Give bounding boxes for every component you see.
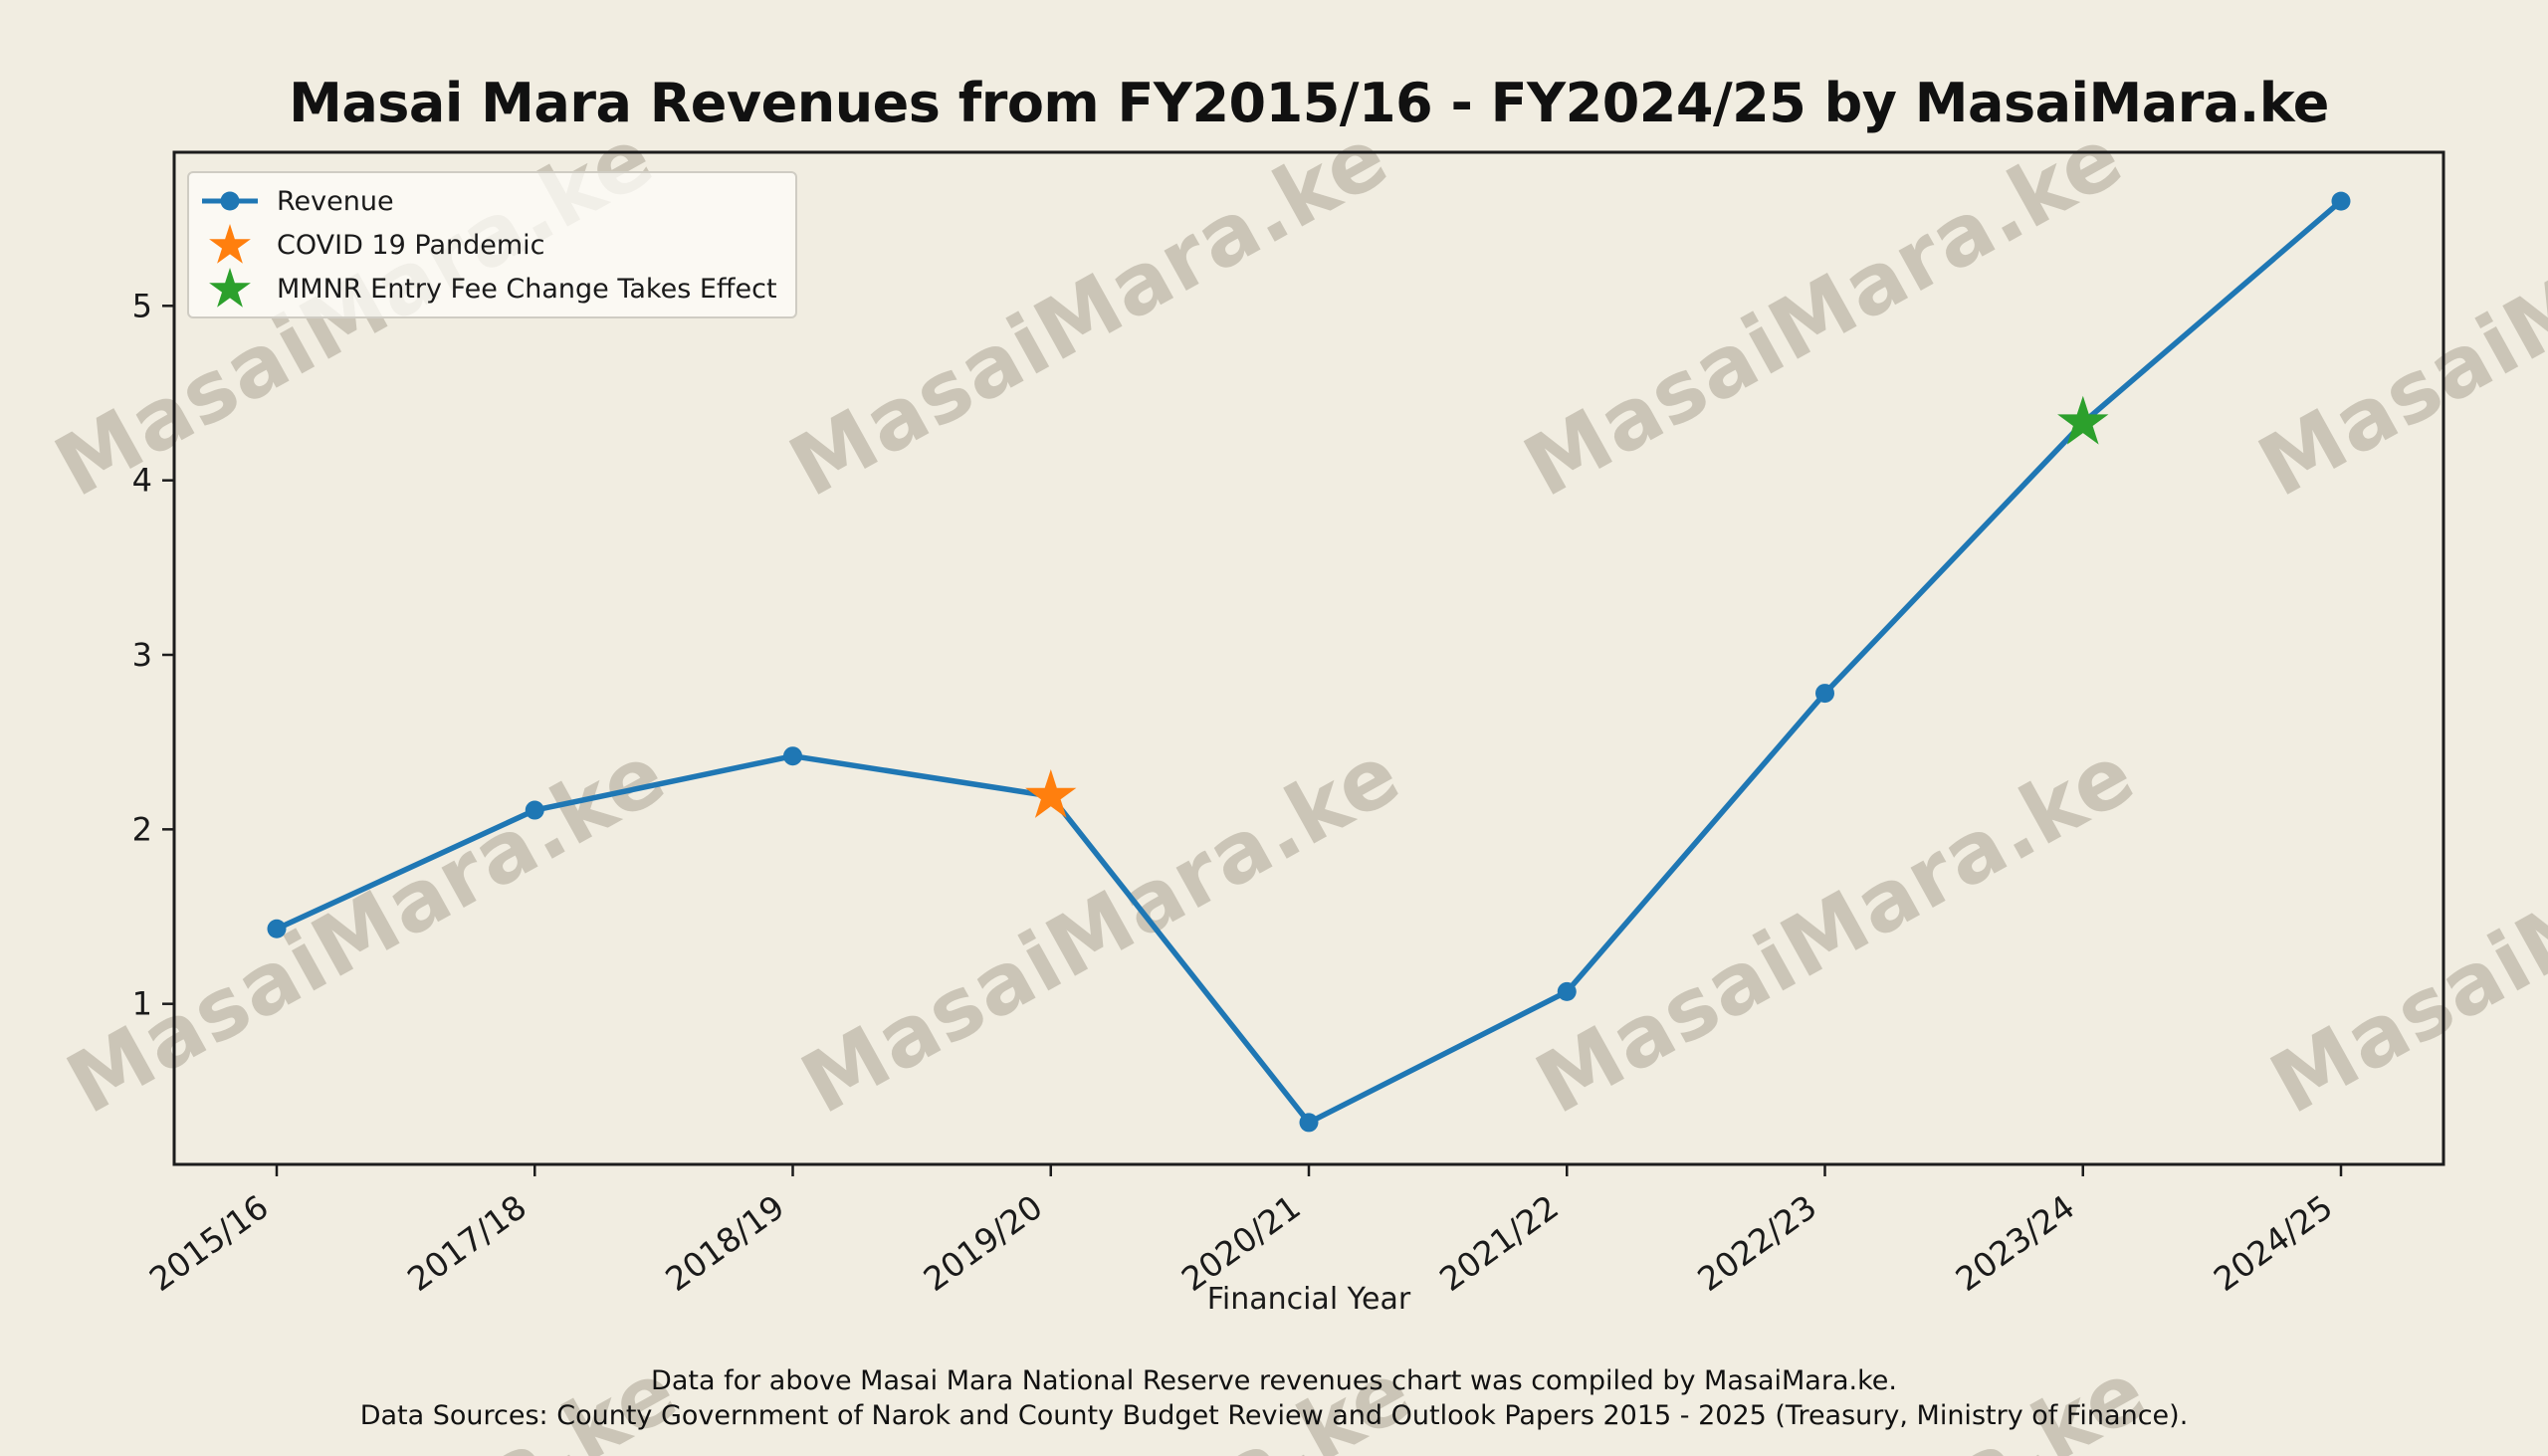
data-point-2022/23 — [1815, 684, 1834, 704]
fee-change-star-icon — [209, 268, 251, 308]
legend-item-fee-change: MMNR Entry Fee Change Takes Effect — [199, 267, 777, 311]
data-point-2021/22 — [1557, 981, 1577, 1001]
y-tick-label: 1 — [132, 985, 152, 1023]
footer-compiled-by: Data for above Masai Mara National Reser… — [651, 1365, 1897, 1396]
y-axis-ticks: 1 2 3 4 5 — [132, 287, 174, 1023]
legend-label-revenue: Revenue — [277, 185, 394, 217]
annotation-markers — [1025, 395, 2109, 818]
revenue-line — [274, 198, 2344, 1126]
y-tick-label: 3 — [132, 636, 152, 674]
y-tick-label: 4 — [132, 462, 152, 500]
legend-item-revenue: Revenue — [199, 179, 777, 223]
y-tick-label: 2 — [132, 810, 152, 848]
footer-data-sources: Data Sources: County Government of Narok… — [359, 1400, 2189, 1431]
x-axis-ticks: 2015/16 2017/18 2018/19 2019/20 2020/21 2021/… — [142, 1164, 2343, 1299]
fee-change-star-marker — [2057, 395, 2109, 445]
revenue-line-icon — [202, 191, 258, 211]
data-point-2018/19 — [783, 746, 802, 766]
legend: Revenue COVID 19 Pandemic MMNR Entry Fee… — [187, 171, 797, 318]
covid-star-icon — [209, 224, 251, 264]
chart-title: Masai Mara Revenues from FY2015/16 - FY2… — [289, 72, 2329, 134]
data-point-2020/21 — [1299, 1113, 1319, 1133]
legend-label-covid: COVID 19 Pandemic — [277, 229, 545, 261]
revenue-series — [267, 191, 2351, 1133]
covid-star-marker — [1025, 769, 1077, 818]
data-point-2024/25 — [2331, 191, 2351, 211]
y-tick-label: 5 — [132, 287, 152, 324]
x-axis-label: Financial Year — [1206, 1282, 1411, 1317]
legend-label-fee-change: MMNR Entry Fee Change Takes Effect — [277, 273, 777, 305]
legend-item-covid: COVID 19 Pandemic — [199, 223, 777, 267]
data-point-2015/16 — [267, 919, 287, 938]
data-point-2017/18 — [525, 800, 544, 820]
